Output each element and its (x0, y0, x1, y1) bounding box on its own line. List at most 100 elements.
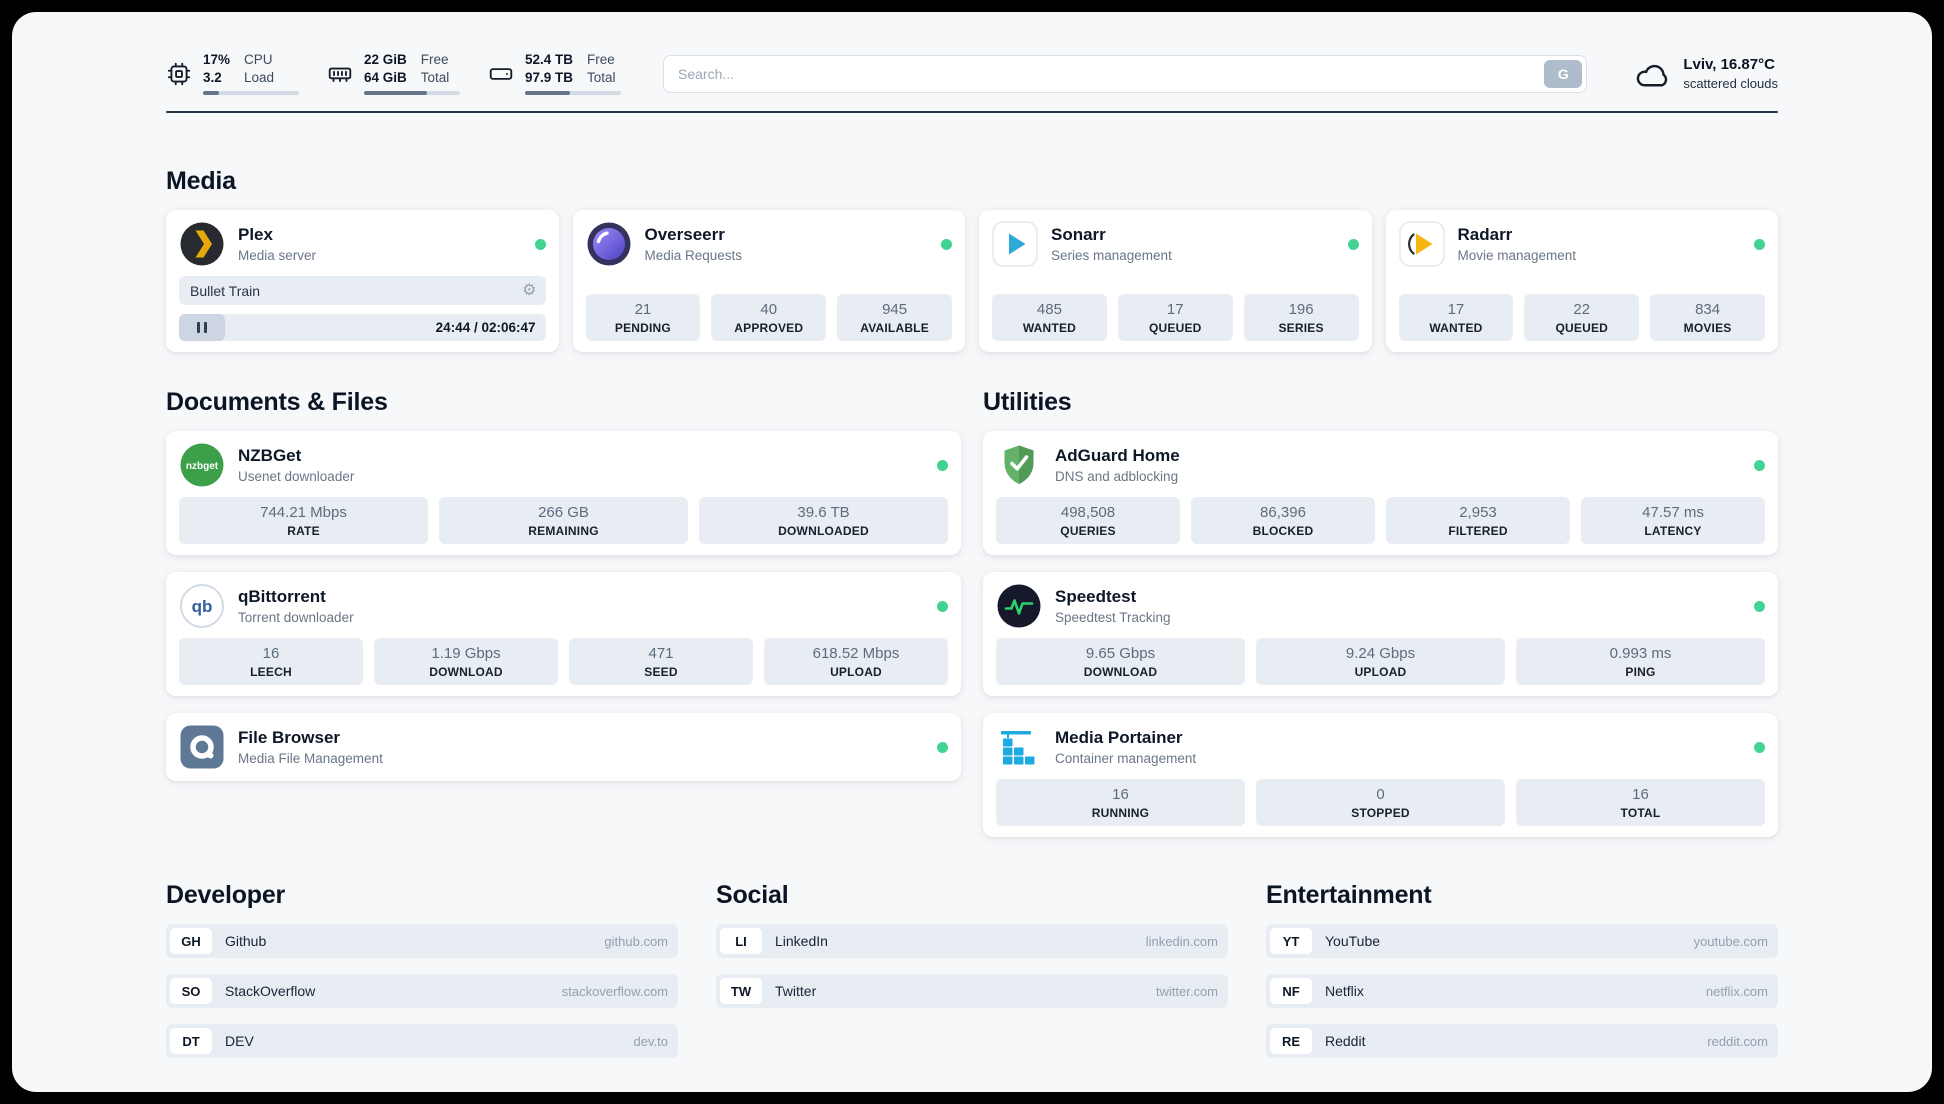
plex-icon (179, 221, 225, 267)
overseerr-icon (586, 221, 632, 267)
service-card-filebrowser[interactable]: File Browser Media File Management (166, 713, 961, 781)
disk-progress-bar (525, 91, 621, 95)
bookmark-abbr: LI (720, 928, 762, 954)
status-dot (937, 459, 948, 471)
bookmark-item-twitter[interactable]: TW Twitter twitter.com (716, 974, 1228, 1008)
section-title-entertainment: Entertainment (1266, 881, 1432, 909)
nzbget-icon: nzbget (179, 442, 225, 488)
stat-downloaded: 39.6 TB DOWNLOADED (699, 497, 948, 544)
bookmarks: Developer GH Github github.com SO StackO… (166, 881, 1778, 1058)
stat-filtered: 2,953 FILTERED (1386, 497, 1570, 544)
status-dot (937, 600, 948, 612)
stat-queries: 498,508 QUERIES (996, 497, 1180, 544)
bookmark-item-reddit[interactable]: RE Reddit reddit.com (1266, 1024, 1778, 1058)
service-name: AdGuard Home (1055, 446, 1180, 465)
status-dot (937, 741, 948, 753)
status-dot (1754, 238, 1765, 250)
stat-remaining: 266 GB REMAINING (439, 497, 688, 544)
disk-free-value: 52.4 TB (525, 52, 574, 67)
search-bar: G (663, 54, 1588, 93)
service-name: qBittorrent (238, 587, 326, 606)
memory-free-label: Free (420, 52, 449, 67)
stat-total: 16 TOTAL (1516, 779, 1765, 826)
stat-upload: 9.24 Gbps UPLOAD (1256, 638, 1505, 685)
service-description: Media File Management (238, 751, 383, 766)
bookmark-item-youtube[interactable]: YT YouTube youtube.com (1266, 924, 1778, 958)
service-card-overseerr[interactable]: Overseerr Media Requests 21 PENDING 40 A… (572, 210, 965, 352)
service-card-qbittorrent[interactable]: qb qBittorrent Torrent downloader (166, 572, 961, 696)
bookmark-abbr: DT (170, 1028, 212, 1054)
bookmark-name: YouTube (1325, 933, 1381, 949)
cpu-progress-fill (203, 91, 220, 95)
service-name: Speedtest (1055, 587, 1137, 606)
bookmark-group-developer: Developer GH Github github.com SO StackO… (166, 881, 678, 1058)
service-description: Media server (238, 248, 317, 263)
now-playing-box: Bullet Train ⚙ (179, 276, 546, 305)
memory-progress-fill (364, 91, 428, 95)
dashboard-container: 17% 3.2 CPU Load (166, 12, 1778, 1058)
service-stats: 17 WANTED 22 QUEUED 834 MOVIES (1398, 294, 1765, 341)
stat-stopped: 0 STOPPED (1256, 779, 1505, 826)
bookmark-url: stackoverflow.com (561, 983, 668, 999)
cpu-widget: 17% 3.2 CPU Load (166, 52, 299, 95)
service-card-speedtest[interactable]: Speedtest Speedtest Tracking 9.65 Gbps D… (983, 572, 1778, 696)
bookmark-name: LinkedIn (775, 933, 828, 949)
service-card-plex[interactable]: Plex Media server Bullet Train ⚙ 24:44 /… (166, 210, 559, 352)
search-input[interactable] (663, 54, 1588, 93)
svg-text:nzbget: nzbget (186, 461, 219, 472)
service-card-sonarr[interactable]: Sonarr Series management 485 WANTED 17 Q… (979, 210, 1372, 352)
status-dot (1754, 741, 1765, 753)
stat-upload: 618.52 Mbps UPLOAD (764, 638, 948, 685)
sonarr-icon (992, 221, 1038, 267)
cpu-usage-value: 17% (203, 52, 231, 67)
cloud-icon (1635, 59, 1671, 89)
service-description: Speedtest Tracking (1055, 610, 1171, 625)
bookmark-item-github[interactable]: GH Github github.com (166, 924, 678, 958)
disk-progress-fill (525, 91, 571, 95)
section-title-media: Media (166, 167, 236, 195)
bookmark-url: linkedin.com (1145, 933, 1218, 949)
service-card-nzbget[interactable]: nzbget NZBGet Usenet downloader 74 (166, 431, 961, 555)
service-card-portainer[interactable]: Media Portainer Container management 16 … (983, 713, 1778, 837)
bookmark-item-stackoverflow[interactable]: SO StackOverflow stackoverflow.com (166, 974, 678, 1008)
disk-total-value: 97.9 TB (525, 70, 574, 85)
stat-wanted: 17 WANTED (1398, 294, 1514, 341)
bookmark-abbr: NF (1270, 978, 1312, 1004)
radarr-icon (1398, 221, 1445, 267)
pause-button[interactable] (179, 314, 225, 341)
gear-icon[interactable]: ⚙ (522, 281, 537, 299)
bookmark-group-entertainment: Entertainment YT YouTube youtube.com NF … (1266, 881, 1778, 1058)
bookmark-item-netflix[interactable]: NF Netflix netflix.com (1266, 974, 1778, 1008)
service-stats: 21 PENDING 40 APPROVED 945 AVAILABLE (585, 294, 952, 341)
adguard-icon (996, 442, 1042, 488)
bookmark-name: StackOverflow (225, 983, 316, 999)
service-card-adguard[interactable]: AdGuard Home DNS and adblocking 498,508 … (983, 431, 1778, 555)
bookmark-name: Reddit (1325, 1033, 1366, 1049)
stat-leech: 16 LEECH (179, 638, 363, 685)
stat-latency: 47.57 ms LATENCY (1581, 497, 1765, 544)
service-description: Container management (1055, 751, 1197, 766)
status-dot (941, 238, 952, 250)
stat-seed: 471 SEED (569, 638, 753, 685)
search-provider-button[interactable]: G (1544, 59, 1583, 88)
service-card-radarr[interactable]: Radarr Movie management 17 WANTED 22 QUE… (1385, 210, 1778, 352)
weather-widget[interactable]: Lviv, 16.87°C scattered clouds (1635, 56, 1778, 91)
section-title-utilities: Utilities (983, 388, 1072, 416)
playback-row: 24:44 / 02:06:47 (179, 314, 546, 341)
bookmark-name: Github (225, 933, 267, 949)
service-name: Radarr (1457, 225, 1513, 244)
memory-free-value: 22 GiB (364, 52, 407, 67)
middle-columns: Documents & Files nzbget NZBGet (166, 388, 1778, 837)
disk-total-label: Total (587, 70, 616, 85)
stat-queued: 17 QUEUED (1117, 294, 1233, 341)
service-stats: 485 WANTED 17 QUEUED 196 SERIES (992, 294, 1359, 341)
utilities-column: Utilities AdGu (983, 388, 1778, 837)
disk-icon (488, 61, 514, 87)
memory-total-label: Total (420, 70, 450, 85)
qbittorrent-icon: qb (179, 583, 225, 629)
bookmark-item-linkedin[interactable]: LI LinkedIn linkedin.com (716, 924, 1228, 958)
disk-widget: 52.4 TB 97.9 TB Free Total (488, 52, 621, 95)
bookmark-item-dev[interactable]: DT DEV dev.to (166, 1024, 678, 1058)
stat-pending: 21 PENDING (585, 294, 701, 341)
service-stats: 16 LEECH 1.19 Gbps DOWNLOAD 471 SEED (179, 638, 948, 685)
